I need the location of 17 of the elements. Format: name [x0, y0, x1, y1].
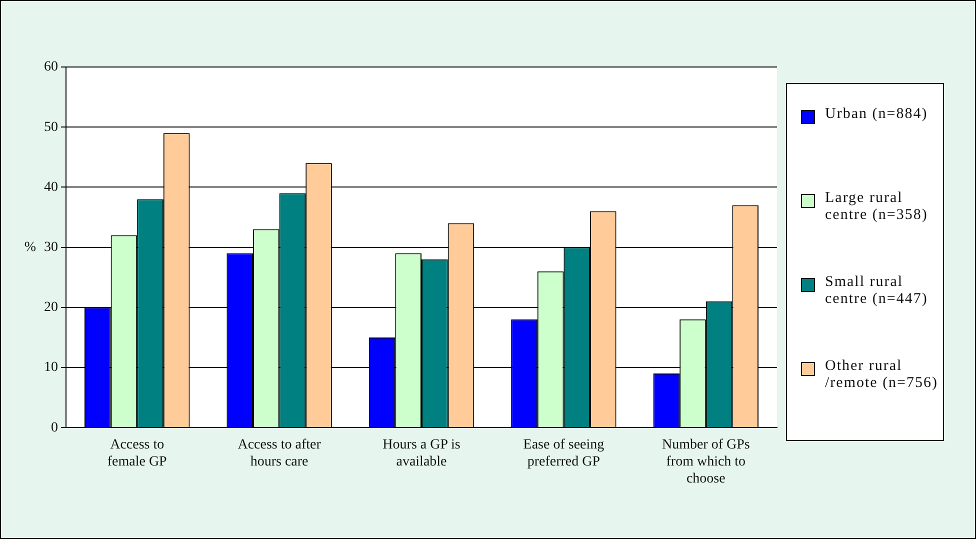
y-tick-label: 50 [44, 120, 58, 135]
y-tick-label: 10 [44, 360, 58, 376]
x-tick-label: Hours a GP is available [382, 438, 460, 470]
y-tick-label: 60 [44, 60, 58, 75]
legend-label: Urban (n=884) [825, 106, 928, 123]
y-tick-label: 20 [44, 300, 58, 316]
x-tick-label: Number of GPs from which to choose [662, 438, 750, 486]
x-tick-label: Ease of seeing preferred GP [523, 438, 604, 470]
y-tick-label: 40 [44, 180, 58, 195]
y-axis-title: % [24, 240, 36, 255]
x-tick-label: Access to female GP [107, 438, 168, 470]
x-tick-label: Access to after hours care [238, 438, 322, 470]
legend-label: Other rural /remote (n=756) [825, 358, 939, 392]
y-tick-label: 30 [44, 240, 58, 255]
y-tick-label: 0 [51, 420, 58, 436]
legend-label: Large rural centre (n=358) [825, 190, 929, 224]
legend-label: Small rural centre (n=447) [825, 274, 929, 308]
